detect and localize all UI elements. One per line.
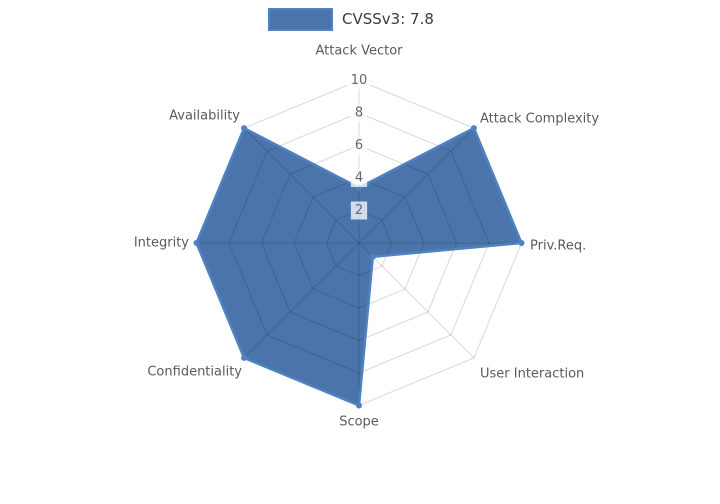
vertex-point <box>193 240 200 246</box>
radar-fill-layer <box>196 128 522 406</box>
legend-label: CVSSv3: 7.8 <box>342 9 434 28</box>
axis-label-integrity: Integrity <box>134 236 189 251</box>
radar-axis-label-layer: Attack Vector Attack Complexity Priv.Req. U… <box>134 44 600 430</box>
vertex-point <box>518 240 525 246</box>
axis-label-attack-complexity: Attack Complexity <box>480 112 599 127</box>
tick-label: 8 <box>355 106 363 121</box>
vertex-point <box>241 125 248 132</box>
tick-label: 4 <box>355 171 363 186</box>
tick-label: 10 <box>351 73 368 88</box>
grid-ring <box>325 209 393 277</box>
axis-angle-line <box>358 127 475 244</box>
radar-tick-layer: 2 4 6 8 10 <box>346 71 372 220</box>
tick-backdrop <box>346 71 372 90</box>
grid-ring <box>260 144 458 342</box>
tick-backdrop <box>350 104 368 122</box>
axis-label-user-interaction: User Interaction <box>480 367 584 382</box>
axis-angle-line <box>243 127 360 244</box>
vertex-point <box>356 402 362 409</box>
vertex-point <box>241 354 248 361</box>
radar-outline-layer <box>193 125 525 409</box>
tick-backdrop <box>350 201 368 220</box>
vertex-point <box>369 253 376 260</box>
grid-ring <box>228 112 490 374</box>
axis-angle-line <box>358 242 475 359</box>
tick-backdrop <box>350 169 368 187</box>
legend-swatch <box>268 7 333 31</box>
grid-ring <box>293 177 425 309</box>
tick-label: 6 <box>355 138 363 153</box>
axis-label-confidentiality: Confidentiality <box>147 365 242 380</box>
axis-label-attack-vector: Attack Vector <box>315 44 403 59</box>
axis-label-priv-req: Priv.Req. <box>530 239 586 254</box>
radar-polygon-fill <box>196 128 522 406</box>
axis-angle-line <box>243 242 360 359</box>
tick-backdrop <box>350 136 368 155</box>
axis-label-scope: Scope <box>339 415 379 430</box>
legend-item[interactable]: CVSSv3: 7.8 <box>268 5 434 33</box>
tick-label: 2 <box>355 203 363 218</box>
vertex-point <box>470 125 477 132</box>
axis-label-availability: Availability <box>169 109 240 124</box>
